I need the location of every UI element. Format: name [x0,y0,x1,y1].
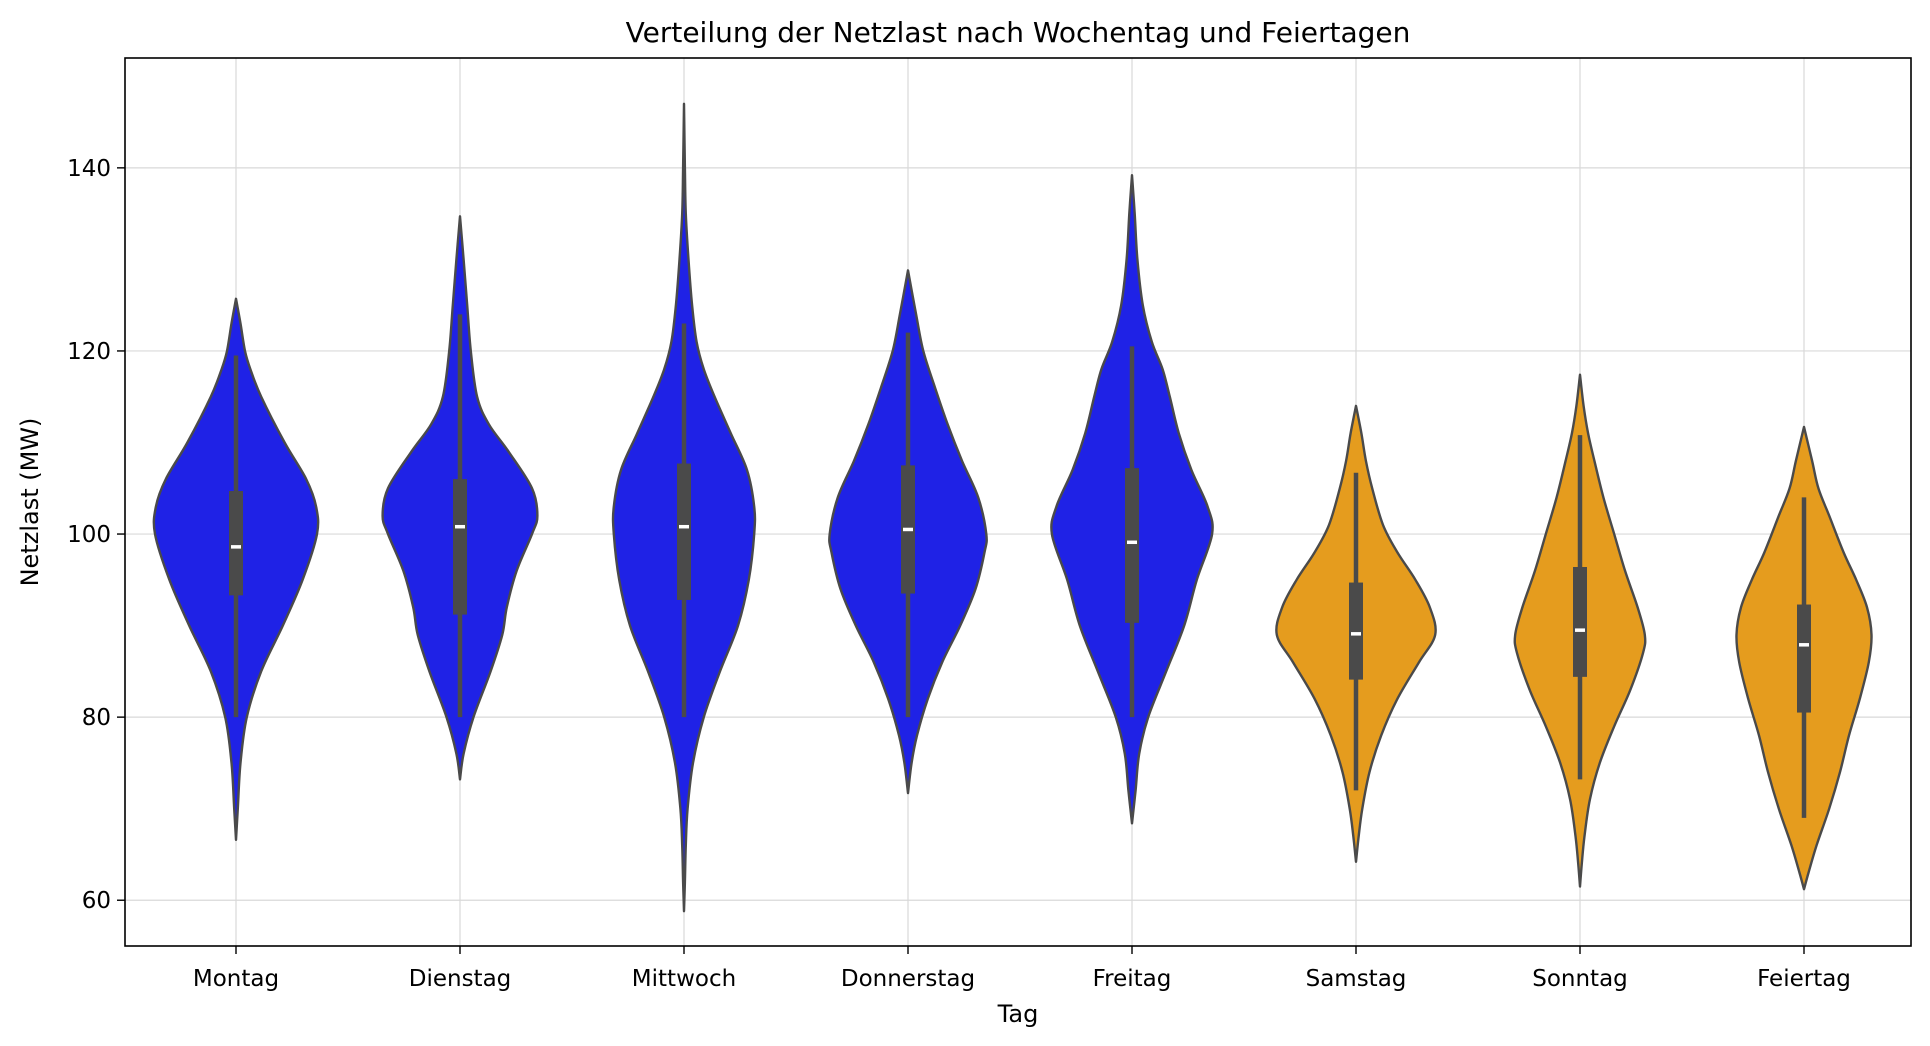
y-tick-label-60: 60 [82,888,111,914]
x-tick-label-Sonntag: Sonntag [1532,966,1628,992]
iqr-box-Mittwoch [677,463,691,600]
y-axis-label: Netzlast (MW) [16,418,44,587]
y-axis: 60 80 100 120 140 [67,156,125,914]
x-tick-label-Freitag: Freitag [1093,966,1172,992]
x-axis-label: Tag [997,1000,1039,1028]
chart-title: Verteilung der Netzlast nach Wochentag u… [626,16,1411,49]
x-axis: Montag Dienstag Mittwoch Donnerstag Freitag S… [193,946,1851,992]
violins-layer [152,102,1873,913]
plot-frame [124,57,1912,947]
y-tick-label-80: 80 [82,705,111,731]
x-tick-label-Mittwoch: Mittwoch [632,966,736,992]
y-tick-label-140: 140 [67,156,111,182]
iqr-box-Freitag [1125,468,1139,623]
iqr-box-Samstag [1349,582,1363,680]
x-tick-label-Dienstag: Dienstag [409,966,512,992]
x-tick-label-Montag: Montag [193,966,279,992]
x-tick-label-Samstag: Samstag [1306,966,1407,992]
x-tick-label-Donnerstag: Donnerstag [841,966,975,992]
iqr-box-Feiertag [1797,604,1811,713]
y-tick-label-100: 100 [67,522,111,548]
iqr-box-Dienstag [453,479,467,615]
iqr-box-Montag [229,491,243,596]
x-tick-label-Feiertag: Feiertag [1757,966,1851,992]
iqr-box-Sonntag [1573,566,1587,677]
y-tick-label-120: 120 [67,339,111,365]
